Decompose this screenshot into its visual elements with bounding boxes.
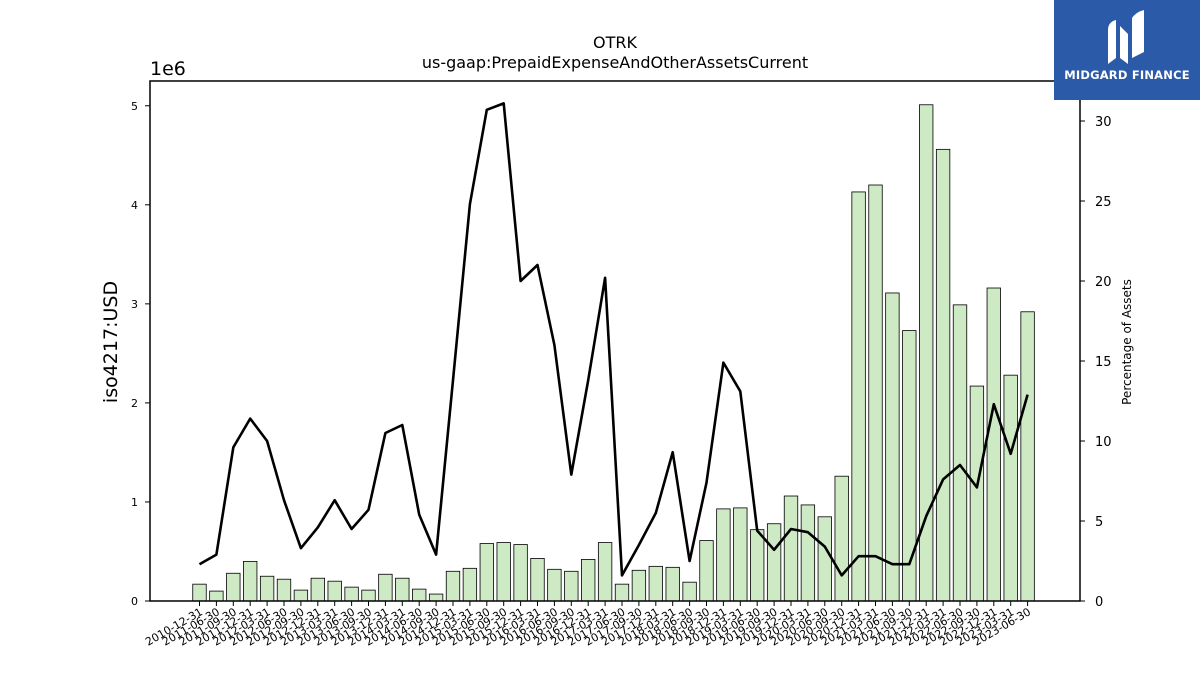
bar-2017-09-30 — [631, 569, 647, 602]
y-tick-label: 3 — [131, 298, 138, 311]
bar-2019-12-31 — [783, 495, 799, 602]
bar-2015-12-31 — [513, 544, 528, 602]
bar-2016-09-30 — [564, 570, 579, 602]
bar-2010-12-31 — [192, 583, 207, 602]
y2-tick-label: 20 — [1095, 275, 1112, 290]
y-tick-label: 0 — [131, 595, 138, 608]
bar-2023-03-31 — [1003, 374, 1018, 602]
y2-tick-label: 0 — [1095, 595, 1103, 610]
bar-2017-06-30 — [614, 583, 630, 602]
y2-tick-label: 15 — [1095, 355, 1112, 370]
x-axis: 2010-12-312011-06-302011-09-302011-12-31… — [143, 601, 1033, 649]
bar-2020-03-31 — [800, 504, 816, 602]
bar-2020-09-30 — [834, 475, 849, 602]
left-axis: 0 1 2 3 4 5 — [131, 100, 150, 608]
chart-subtitle: us-gaap:PrepaidExpenseAndOtherAssetsCurr… — [422, 53, 808, 72]
bar-2013-06-30 — [344, 586, 359, 602]
bar-2022-06-30 — [952, 304, 968, 602]
bar-2017-12-31 — [648, 565, 663, 602]
bar-2017-03-31 — [597, 542, 613, 602]
bar-2022-09-30 — [969, 385, 985, 602]
bar-2018-03-31 — [665, 566, 680, 602]
y-axis-label: iso4217:USD — [100, 281, 122, 403]
bar-2020-12-31 — [851, 191, 866, 602]
bar-2019-03-31 — [733, 507, 748, 602]
percentage-line — [198, 102, 1029, 577]
right-axis: 0 5 10 15 20 25 30 — [1080, 115, 1112, 610]
bar-2013-03-31 — [327, 580, 342, 602]
bar-2012-09-30 — [293, 589, 309, 602]
bar-2014-03-31 — [395, 577, 410, 602]
y-offset-label: 1e6 — [150, 58, 186, 80]
bar-2014-06-30 — [412, 588, 427, 602]
bar-2016-03-31 — [530, 558, 545, 602]
y-tick-label: 4 — [131, 199, 138, 212]
bar-2013-09-30 — [361, 589, 376, 602]
y2-tick-label: 5 — [1095, 515, 1103, 530]
y2-tick-label: 25 — [1095, 195, 1112, 210]
bar-2011-06-30 — [209, 590, 224, 602]
plot-frame — [149, 80, 1081, 602]
line-series — [198, 102, 1029, 577]
y-tick-label: 5 — [131, 100, 138, 113]
bar-2015-09-30 — [496, 542, 511, 602]
bar-2012-03-31 — [259, 575, 275, 602]
bar-2021-06-30 — [885, 292, 900, 602]
y2-tick-label: 30 — [1095, 115, 1112, 130]
bar-2022-12-31 — [986, 287, 1001, 602]
bar-2011-09-30 — [226, 572, 241, 602]
bar-2018-06-30 — [682, 581, 697, 602]
chart-title: OTRK — [593, 33, 637, 52]
logo-text: MIDGARD FINANCE — [1064, 68, 1190, 82]
bar-2015-06-30 — [479, 543, 494, 602]
bar-2019-06-30 — [750, 529, 765, 602]
bar-2021-03-31 — [868, 184, 883, 602]
midgard-logo: MIDGARD FINANCE — [1054, 0, 1200, 100]
bar-2013-12-31 — [378, 573, 393, 602]
y-tick-label: 2 — [131, 397, 138, 410]
bar-2023-06-30 — [1020, 311, 1035, 602]
bar-2014-12-31 — [445, 570, 461, 602]
midgard-logo-icon — [1108, 10, 1144, 64]
bar-2018-12-31 — [716, 508, 731, 602]
y-tick-label: 1 — [131, 496, 138, 509]
bar-2016-12-31 — [581, 559, 596, 602]
bar-2012-12-31 — [310, 577, 325, 602]
bar-2011-12-31 — [243, 560, 258, 602]
bar-2022-03-31 — [935, 148, 951, 602]
bar-2020-06-30 — [817, 516, 832, 602]
bar-2014-09-30 — [428, 593, 444, 602]
bar-2016-06-30 — [547, 568, 562, 602]
bar-2019-09-30 — [766, 523, 782, 602]
y2-tick-label: 10 — [1095, 435, 1112, 450]
bar-2015-03-31 — [462, 567, 478, 602]
bar-2018-09-30 — [699, 540, 714, 602]
bar-2012-06-30 — [276, 578, 292, 602]
y2-axis-label: Percentage of Assets — [1120, 279, 1134, 405]
